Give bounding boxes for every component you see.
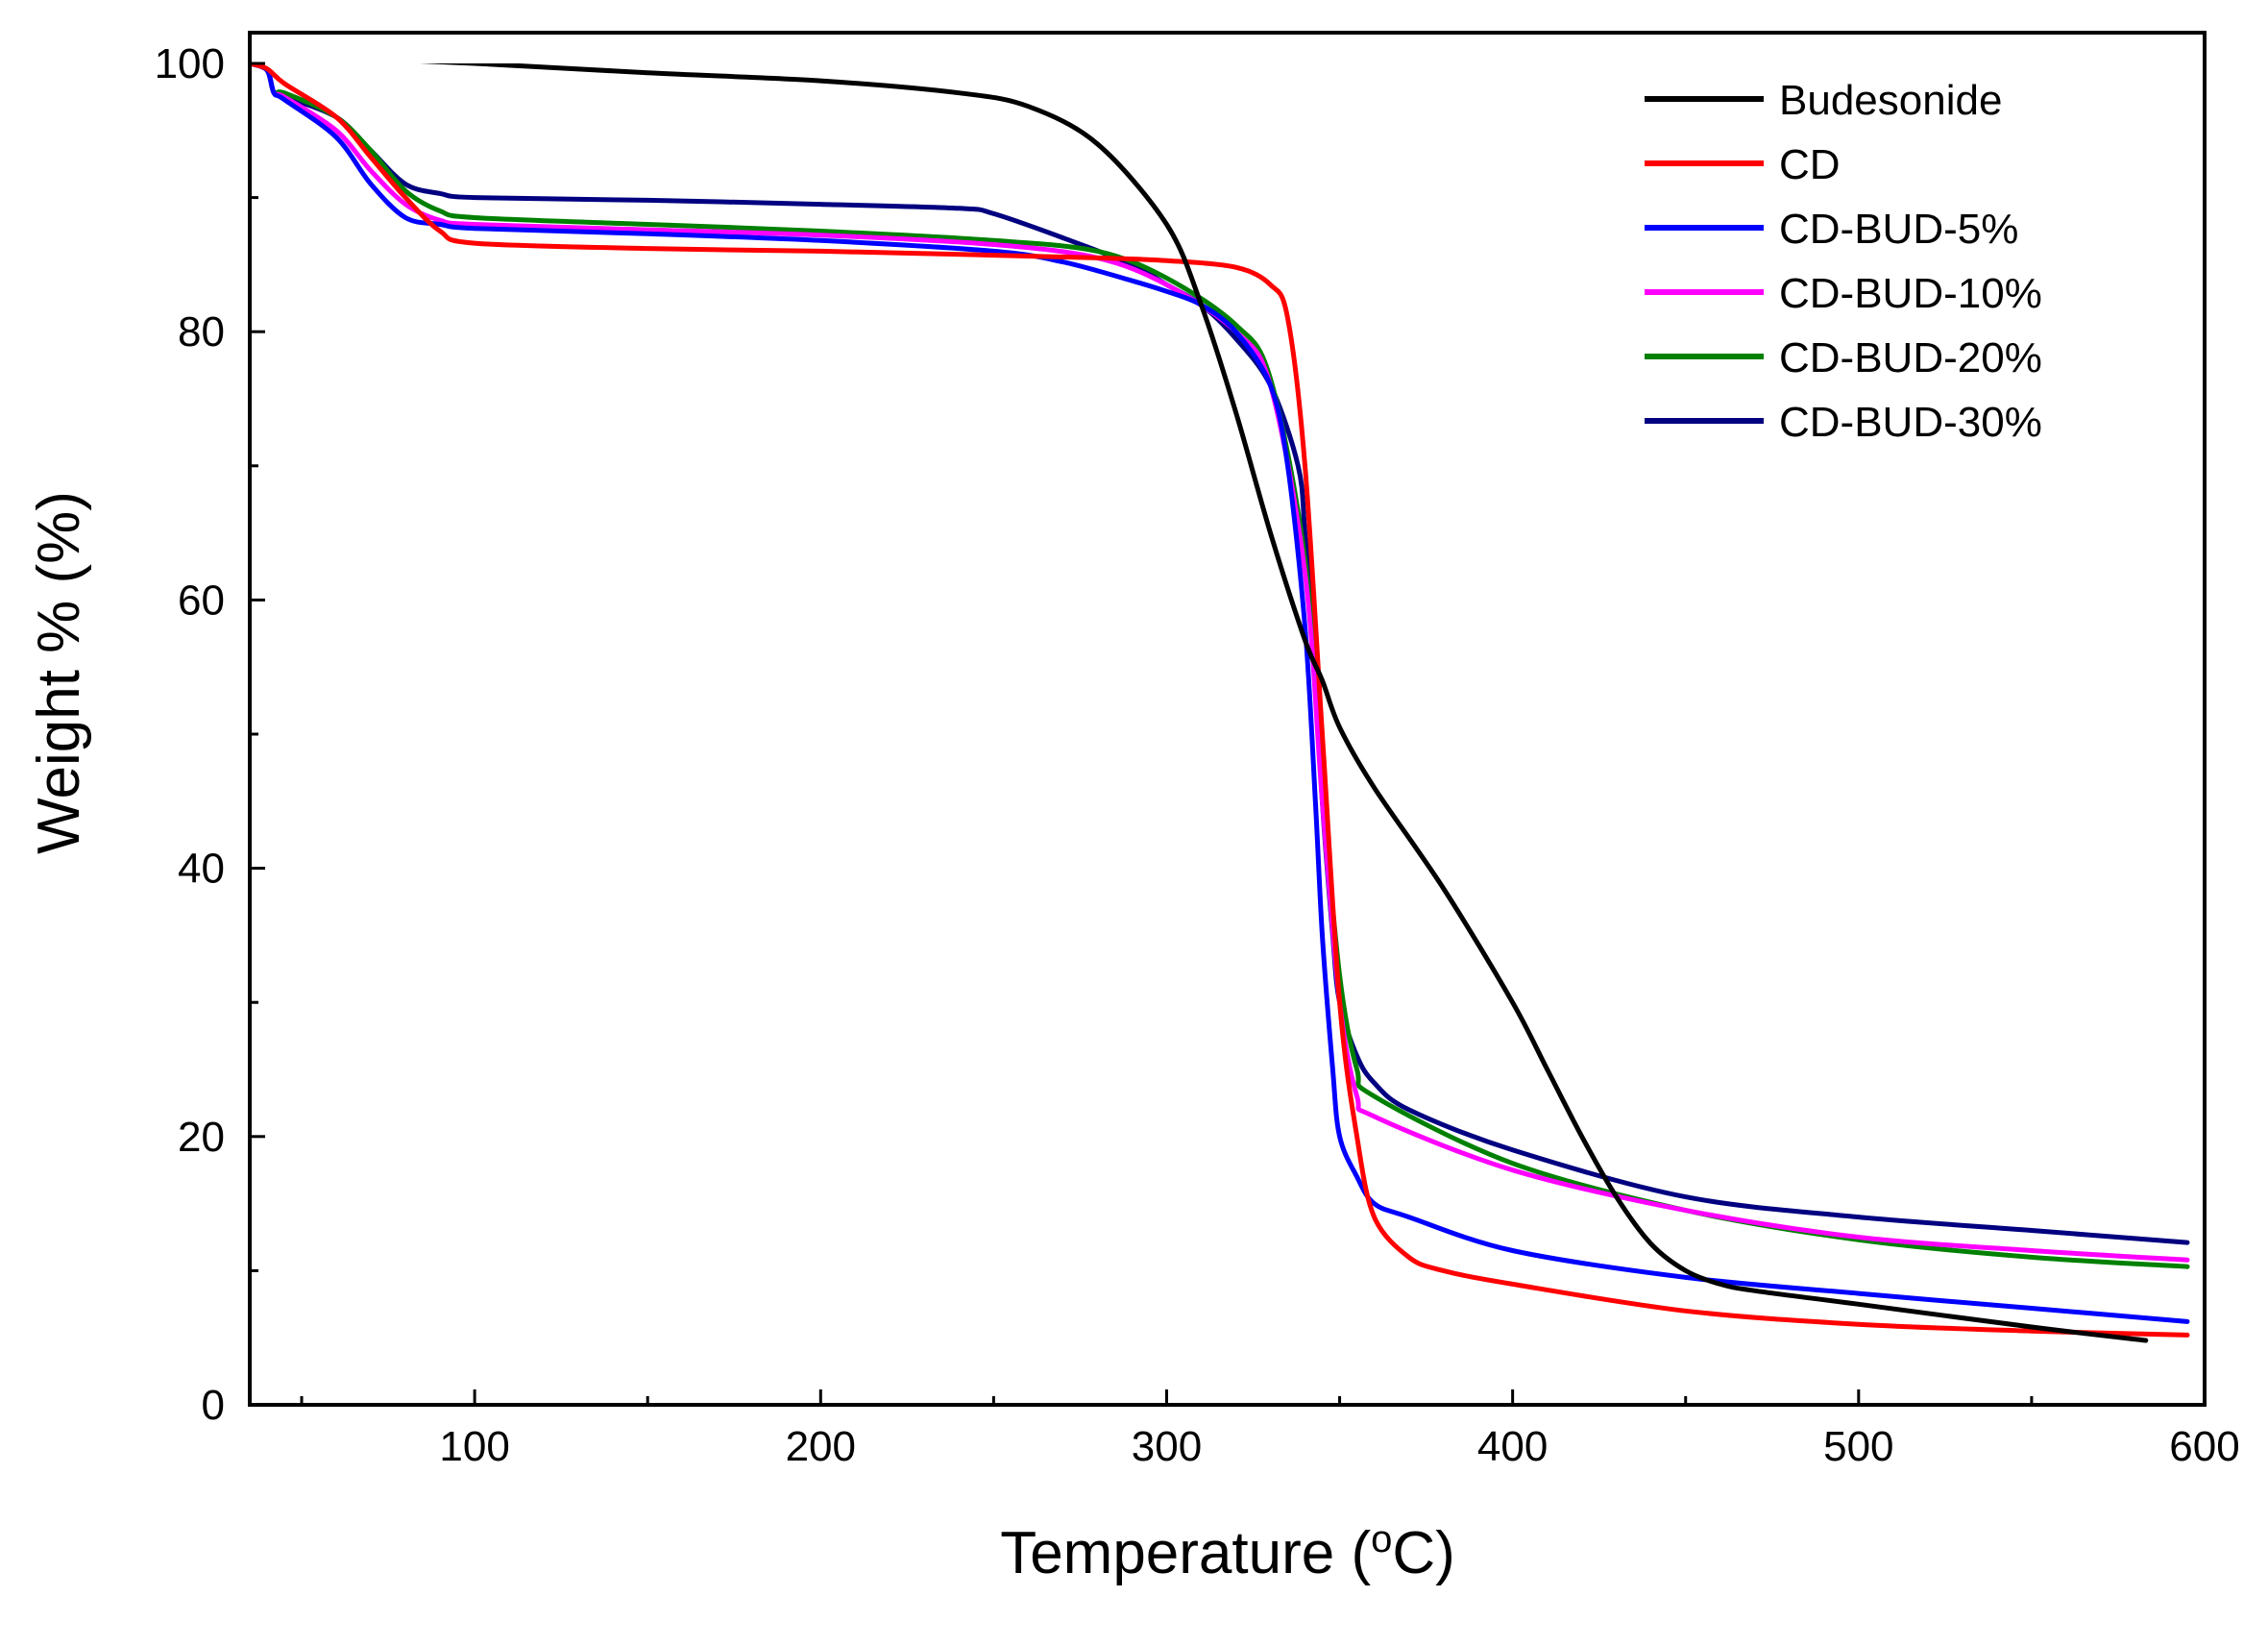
legend-label-cd-bud-10pct: CD-BUD-10% bbox=[1779, 270, 2042, 317]
y-tick-label: 100 bbox=[155, 40, 225, 87]
x-tick-label: 200 bbox=[786, 1423, 856, 1470]
legend-label-cd: CD bbox=[1779, 141, 1841, 188]
series-layer bbox=[250, 63, 2190, 1343]
legend-label-budesonide: Budesonide bbox=[1779, 77, 2002, 124]
x-axis-title: Temperature (oC) bbox=[1000, 1518, 1455, 1586]
y-tick-label: 40 bbox=[178, 846, 225, 893]
plot-frame bbox=[248, 31, 2207, 1407]
ticks-layer: 100 200 300 400 500 600 0 20 40 60 80 100 bbox=[155, 40, 2240, 1470]
legend: Budesonide CD CD-BUD-5% CD-BUD-10% CD-BUD-20… bbox=[1645, 77, 2042, 446]
legend-label-cd-bud-5pct: CD-BUD-5% bbox=[1779, 206, 2018, 253]
series-line-cd-bud-30pct bbox=[250, 63, 2190, 1245]
y-axis-title: Weight % (%) bbox=[26, 491, 92, 854]
y-tick-label: 20 bbox=[178, 1114, 225, 1161]
legend-label-cd-bud-20pct: CD-BUD-20% bbox=[1779, 334, 2042, 381]
x-tick-label: 100 bbox=[439, 1423, 509, 1470]
x-tick-label: 500 bbox=[1823, 1423, 1893, 1470]
x-tick-label: 600 bbox=[2169, 1423, 2239, 1470]
y-tick-label: 80 bbox=[178, 308, 225, 356]
x-tick-label: 400 bbox=[1477, 1423, 1548, 1470]
x-tick-label: 300 bbox=[1132, 1423, 1202, 1470]
series-line-cd bbox=[250, 63, 2190, 1338]
y-tick-label: 60 bbox=[178, 577, 225, 624]
series-line-cd-bud-20pct bbox=[250, 63, 2190, 1269]
y-tick-label: 0 bbox=[202, 1382, 225, 1429]
series-line-cd-bud-5pct bbox=[250, 63, 2190, 1324]
legend-label-cd-bud-30pct: CD-BUD-30% bbox=[1779, 399, 2042, 446]
series-line-budesonide bbox=[420, 63, 2149, 1343]
